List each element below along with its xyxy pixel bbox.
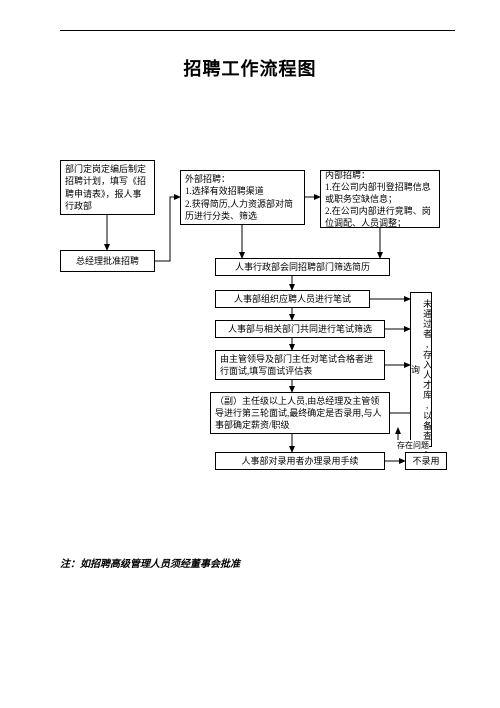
node-written: 人事部组织应聘人员进行笔试 [215,290,370,308]
node-screen: 人事部与相关部门共同进行笔试筛选 [215,320,385,338]
flowchart-canvas: 部门定岗定编后制定招聘计划，填写《招聘申请表》，报人事行政部总经理批准招聘 外部招… [0,0,500,708]
node-interview: 由主管领导及部门主任对笔试合格者进行面试,填写面试评估表 [215,350,385,380]
node-reject: 不录用 [405,452,447,470]
node-collect: 人事行政部会同招聘部门筛选简历 [215,258,390,276]
edge-label-has_issue: 存在问题 [397,440,429,451]
node-external: 外部招聘： 1.选择有效招聘渠道 2.获得简历,人力资源部对简历进行分类、筛选 [180,170,305,225]
node-third: （副）主任级以上人员,由总经理及主管领导进行第三轮面试,最终确定是否录用,与人事… [210,392,390,434]
footnote: 注：如招聘高级管理人员须经董事会批准 [60,555,240,570]
edge-approve-external [155,197,180,261]
node-start: 部门定岗定编后制定招聘计划，填写《招聘申请表》，报人事行政部 [60,160,155,215]
node-pool-label: 未通过者,存入人才库,以备查询 [409,296,433,443]
node-internal: 内部招聘： 1.在公司内部刊登招聘信息或职务空缺信息； 2.在公司内部进行竞聘、… [320,170,440,228]
node-pool: 未通过者,存入人才库,以备查询 [410,292,432,447]
node-hire: 人事部对录用者办理录用手续 [215,452,385,470]
node-approve: 总经理批准招聘 [60,250,155,272]
